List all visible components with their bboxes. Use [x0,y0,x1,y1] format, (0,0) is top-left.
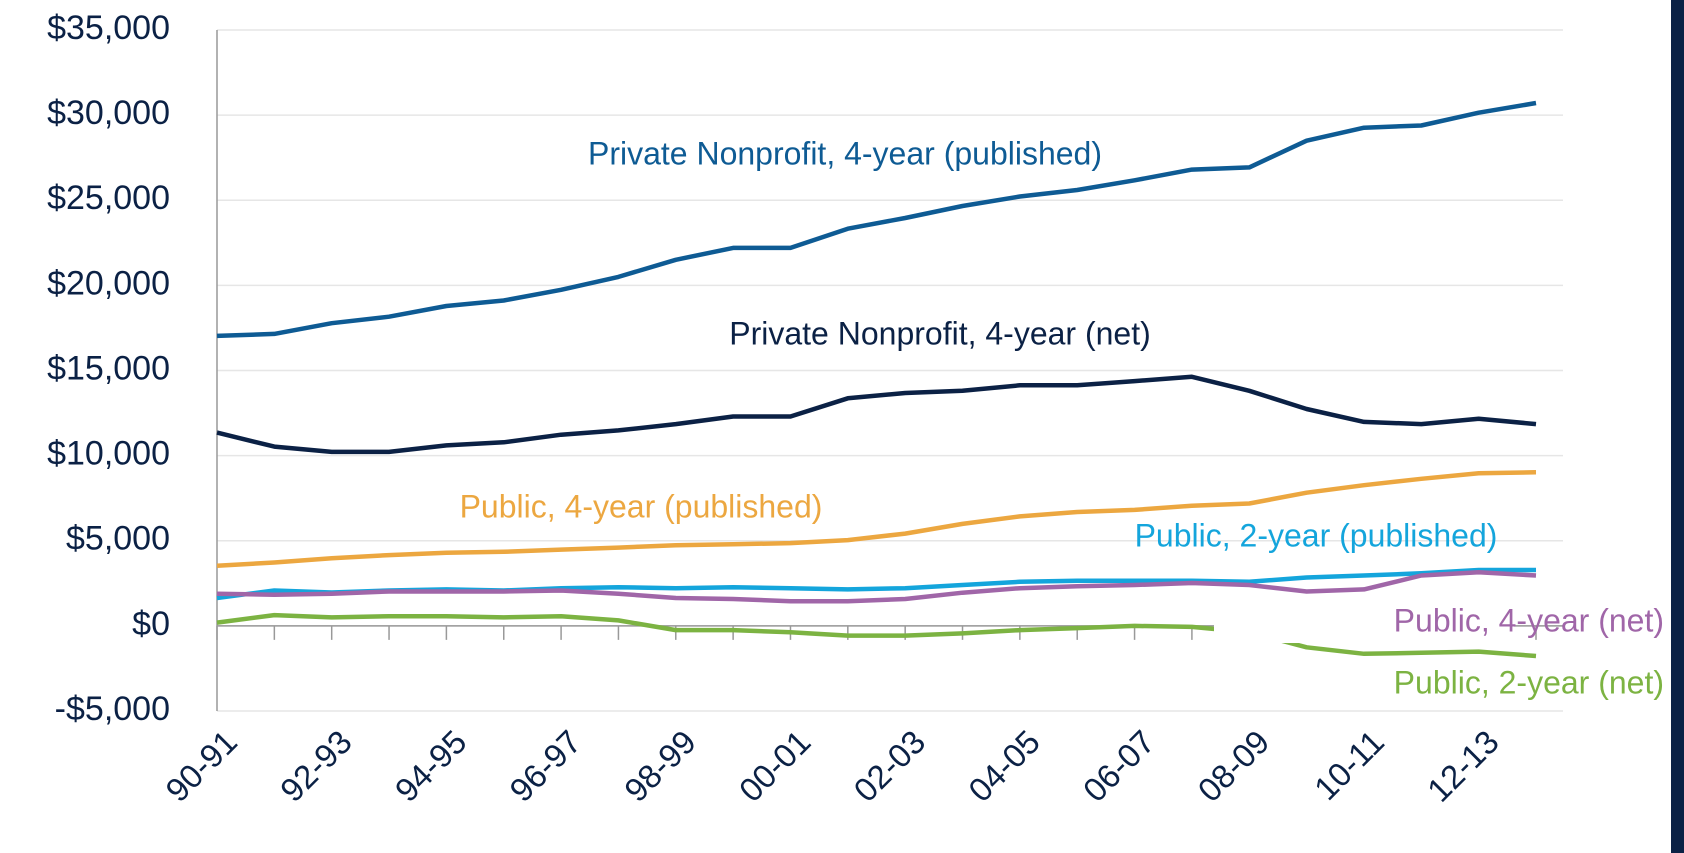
x-tick-label: 06-07 [1076,723,1162,809]
y-tick-label: $10,000 [47,435,170,473]
x-tick-label: 08-09 [1191,723,1277,809]
series-line [216,567,1536,601]
label-bg [1214,665,1514,705]
series-label: Public, 4-year (net) [1394,602,1664,638]
series-line [216,612,1537,659]
x-tick-label: 90-91 [158,723,244,809]
x-tick-label: 96-97 [502,723,588,809]
x-tick-label: 02-03 [846,723,932,809]
series-line [216,569,1537,604]
y-tick-label: -$5,000 [55,690,170,728]
y-tick-label: $5,000 [66,520,170,558]
series-line [216,470,1537,569]
x-tick-label: 04-05 [961,723,1047,809]
x-tick-label: 00-01 [732,723,818,809]
x-tick-label: 10-11 [1307,723,1391,807]
x-tick-label: 98-99 [617,723,703,809]
y-tick-label: $0 [132,605,170,643]
label-bg [1214,603,1514,643]
y-tick-label: $20,000 [47,264,170,302]
x-tick-label: 12-13 [1420,723,1506,809]
series-label: Public, 2-year (published) [1135,517,1498,553]
series-label: Private Nonprofit, 4-year (published) [588,135,1102,171]
series-line [216,374,1537,455]
frame-edge [1671,0,1684,853]
x-tick-label: 94-95 [388,723,474,809]
series-label: Public, 4-year (published) [460,488,823,524]
y-tick-label: $15,000 [47,349,170,387]
x-tick-label: 92-93 [273,723,359,809]
y-tick-label: $30,000 [47,94,170,132]
y-tick-label: $35,000 [47,9,170,47]
series-label: Private Nonprofit, 4-year (net) [729,315,1151,351]
series-label: Public, 2-year (net) [1394,664,1664,700]
y-tick-label: $25,000 [47,179,170,217]
series-line [216,100,1537,339]
